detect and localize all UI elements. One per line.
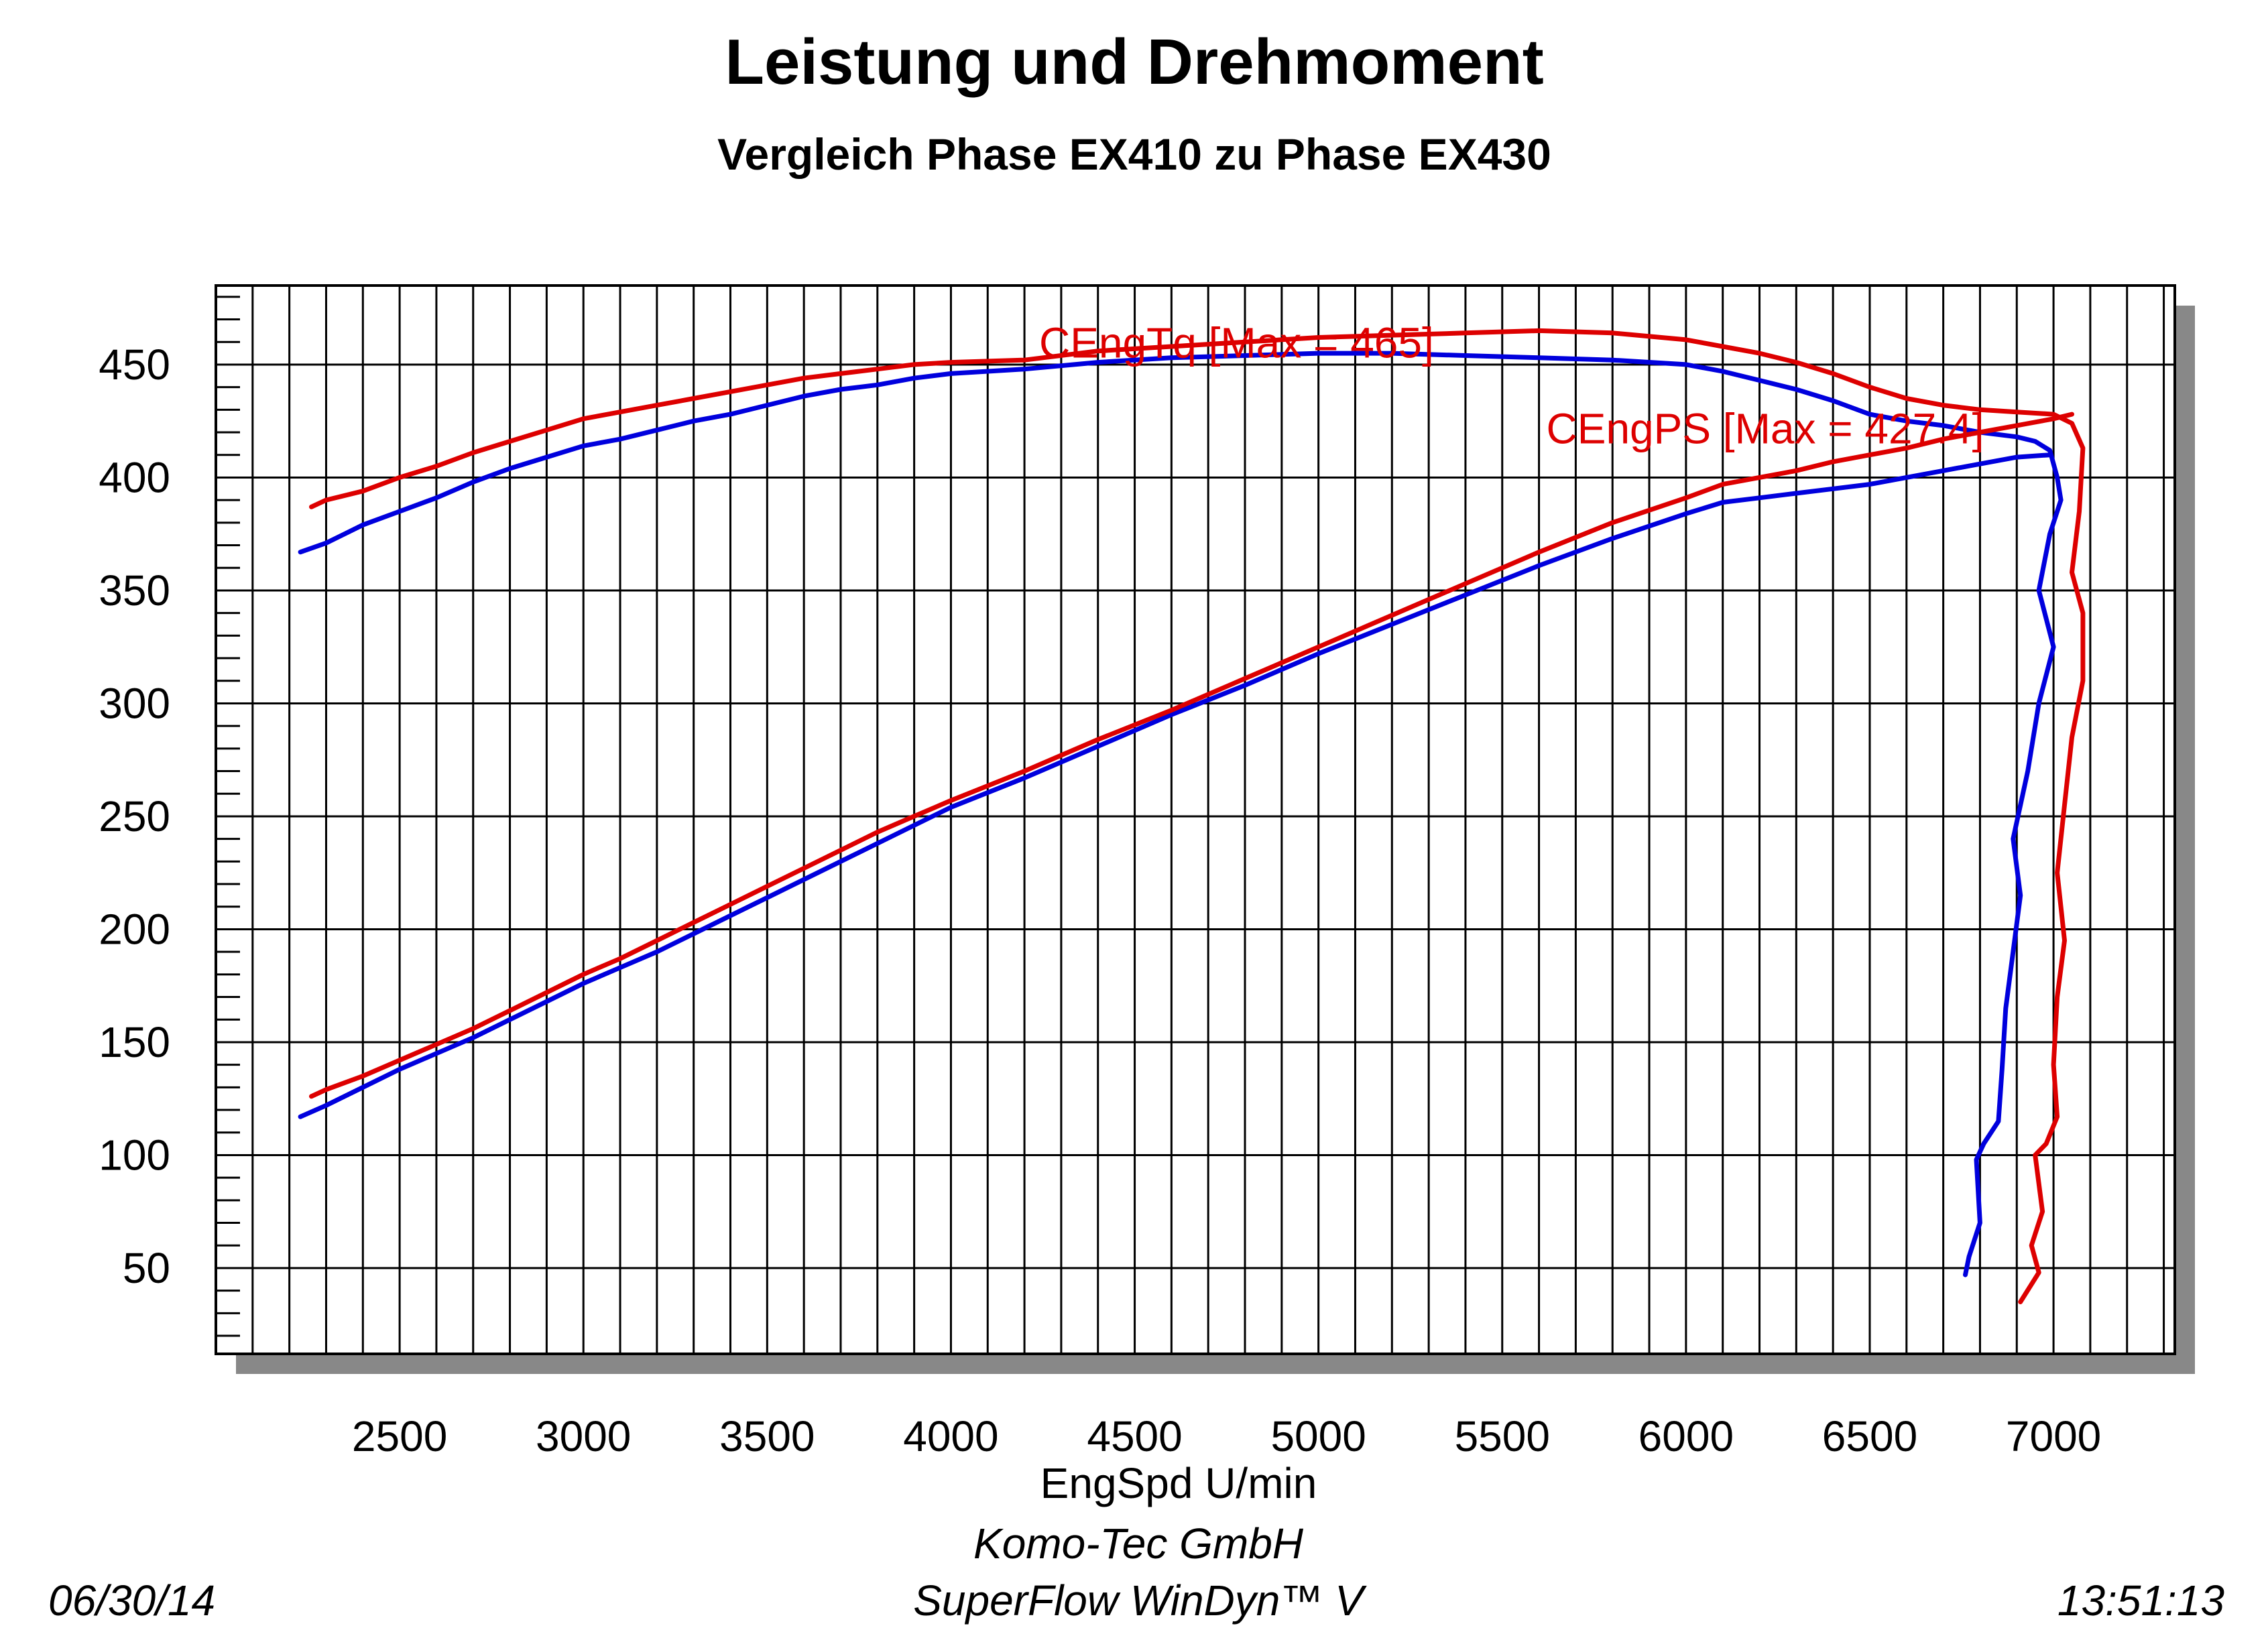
x-tick-label: 2500 (352, 1412, 447, 1460)
grid (216, 286, 2175, 1354)
x-tick-label: 6500 (1822, 1412, 1917, 1460)
footer-software: SuperFlow WinDyn™ V (913, 1576, 1367, 1625)
series-line-1 (298, 351, 2064, 1277)
annotations: CEngTq [Max = 465] CEngPS [Max = 427.4] (1039, 318, 1984, 452)
series-annotation-2: CEngPS [Max = 427.4] (1547, 404, 1984, 452)
plot-area (215, 284, 2176, 1355)
series-line-3 (298, 452, 2053, 1119)
x-tick-label: 6000 (1638, 1412, 1734, 1460)
series-layer (298, 328, 2086, 1304)
y-tick-label: 350 (99, 566, 170, 615)
series-annotation-1: CEngTq [Max = 465] (1039, 318, 1434, 367)
x-tick-label: 5500 (1455, 1412, 1550, 1460)
chart-subtitle: Vergleich Phase EX410 zu Phase EX430 (717, 129, 1551, 179)
x-tick-label: 3000 (536, 1412, 631, 1460)
chart-title: Leistung und Drehmoment (725, 26, 1543, 98)
footer-company: Komo-Tec GmbH (973, 1519, 1304, 1568)
series-line-4 (309, 412, 2074, 1099)
y-tick-label: 400 (99, 453, 170, 501)
y-tick-label: 100 (99, 1131, 170, 1179)
x-tick-label: 3500 (719, 1412, 815, 1460)
y-tick-label: 200 (99, 905, 170, 953)
y-tick-label: 300 (99, 679, 170, 727)
axis-ticks: 50 100 150 200 250 300 350 400 450 2500 3000 3500 40… (99, 340, 2101, 1460)
y-tick-label: 50 (123, 1244, 170, 1292)
y-tick-label: 450 (99, 340, 170, 389)
x-tick-label: 5000 (1270, 1412, 1366, 1460)
series-line-2 (309, 328, 2086, 1304)
x-axis-label: EngSpd U/min (1040, 1459, 1317, 1507)
x-tick-label: 4000 (903, 1412, 998, 1460)
x-tick-label: 4500 (1087, 1412, 1182, 1460)
footer-time: 13:51:13 (2057, 1576, 2225, 1625)
y-tick-label: 150 (99, 1018, 170, 1066)
footer-date: 06/30/14 (48, 1576, 215, 1625)
y-tick-label: 250 (99, 792, 170, 840)
x-tick-label: 7000 (2006, 1412, 2101, 1460)
